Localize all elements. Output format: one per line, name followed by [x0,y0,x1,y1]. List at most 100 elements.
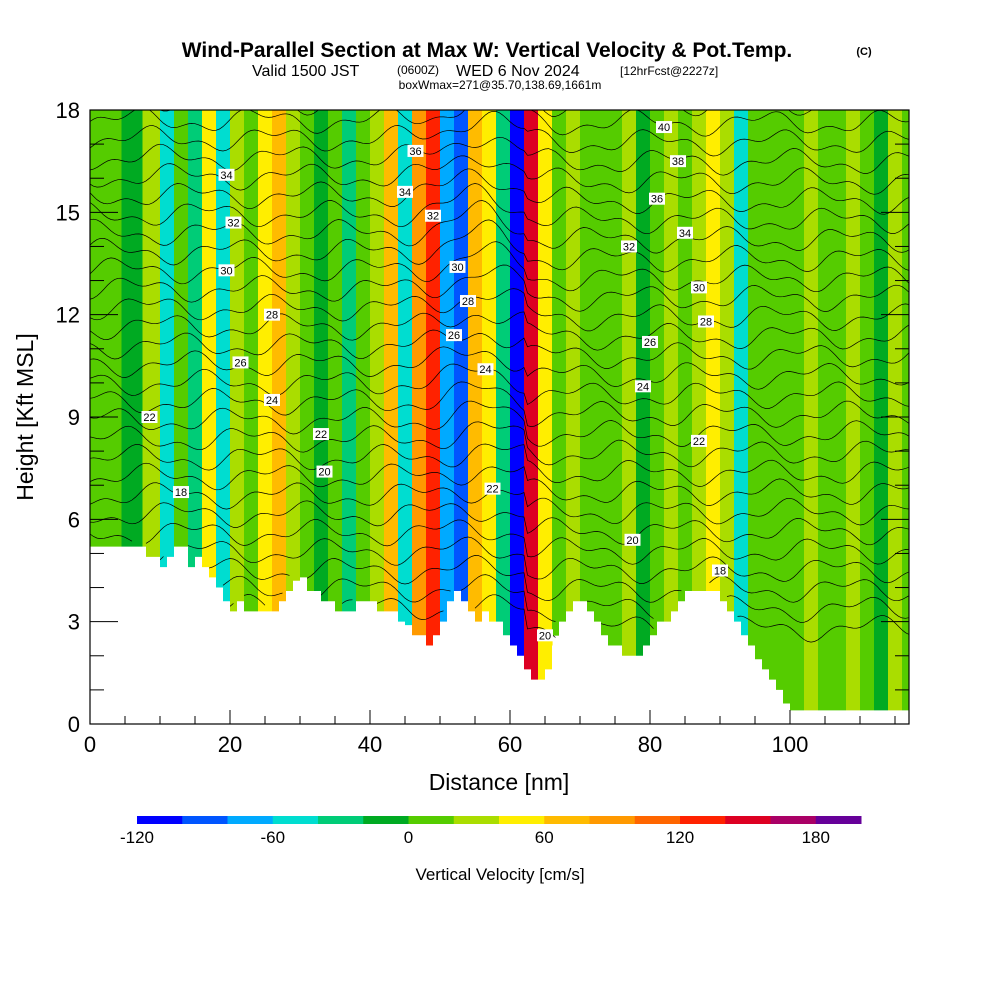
theta-label: 26 [448,330,460,342]
y-tick-label: 6 [68,507,80,532]
colorbar-tick-label: 120 [666,828,694,847]
velocity-cell [272,110,287,616]
theta-contour-line [90,462,909,506]
velocity-cell [762,110,777,694]
theta-label-bg [691,281,707,294]
colorbar-label: Vertical Velocity [cm/s] [415,865,584,884]
velocity-field [90,110,909,724]
x-tick-label: 40 [358,732,382,757]
velocity-cell [846,110,861,724]
theta-label: 28 [462,296,474,308]
colorbar-segment [137,816,183,824]
theta-contour-line [90,329,909,370]
velocity-cell [160,110,175,568]
theta-label: 28 [266,310,278,322]
theta-label: 32 [427,211,439,223]
theta-label-bg [677,226,693,239]
valid-time-prefix: Valid 1500 JST [252,63,360,80]
colorbar-segment [680,816,726,824]
velocity-cell [258,110,273,626]
velocity-cell [314,110,329,616]
colorbar-segment [499,816,545,824]
colorbar-tick-label: 60 [535,828,554,847]
theta-label: 22 [486,484,498,496]
theta-contour-line [90,346,909,390]
theta-contour-line [90,110,909,137]
theta-label-bg [537,629,553,642]
terrain-mask [90,546,909,724]
x-tick-label: 80 [638,732,662,757]
theta-contour-line [159,536,909,584]
box-info: boxWmax=271@35.70,138.69,1661m [399,78,602,92]
theta-label-bg [397,185,413,198]
colorbar-segment [634,816,681,824]
theta-label: 20 [318,467,330,479]
velocity-cell [678,110,693,605]
velocity-cell [286,110,301,595]
theta-label-bg [635,380,651,393]
theta-label: 34 [399,187,411,199]
colorbar-segment [770,816,817,824]
theta-label: 32 [227,218,239,230]
colorbar-segment [544,816,590,824]
y-tick-label: 3 [68,610,80,635]
theta-label: 30 [451,262,463,274]
theta-label-bg [649,192,665,205]
theta-contour-line [229,594,909,643]
theta-label-bg [407,144,424,157]
colorbar [137,816,862,824]
theta-label-bg [449,260,466,273]
theta-label: 24 [266,395,278,407]
velocity-cell [832,110,847,724]
theta-label-bg [642,335,658,348]
y-tick-label: 9 [68,405,80,430]
theta-label: 32 [623,241,635,253]
velocity-cell [790,110,805,724]
velocity-cell [594,110,609,650]
theta-label-bg [477,363,494,376]
theta-label-bg [425,209,441,222]
theta-label-bg [712,564,728,577]
velocity-cell [566,110,581,616]
theta-label: 28 [700,316,712,328]
theta-label-bg [656,121,672,134]
theta-label-bg [218,264,235,277]
theta-label-bg [698,315,714,328]
theta-contour-line [90,381,909,428]
velocity-cell [440,110,455,636]
theta-contour-labels: 34 32 30 28 26 24 22 22 20 18 36 34 32 30 28 26 24 22 20 40… [141,121,728,642]
theta-contour-line [222,574,909,623]
theta-label: 40 [658,122,670,134]
forecast-info: [12hrFcst@2227z] [620,64,718,78]
x-tick-label: 100 [772,732,809,757]
theta-label-bg [313,428,329,441]
velocity-cell [468,110,483,629]
theta-contour-line [90,363,909,409]
theta-label-bg [173,486,189,499]
theta-label: 24 [479,364,491,376]
theta-label-bg [460,295,476,308]
theta-label: 22 [315,429,327,441]
colorbar-segment [227,816,274,824]
velocity-cell [692,110,707,605]
x-tick-label: 60 [498,732,522,757]
velocity-cell [580,110,595,626]
theta-label-bg [264,308,280,321]
theta-label: 24 [637,381,649,393]
velocity-cell [538,110,553,684]
theta-label: 34 [220,170,232,182]
velocity-cell [720,110,735,626]
velocity-cell [510,110,525,670]
theta-label: 30 [693,282,705,294]
velocity-cell [328,110,343,626]
velocity-cell [454,110,469,609]
colorbar-segment [272,816,319,824]
velocity-cell [650,110,665,636]
colorbar-segment [589,816,636,824]
colorbar-segment [725,816,771,824]
velocity-cell [370,110,385,626]
theta-contour-line [90,311,909,351]
theta-label: 36 [409,146,421,158]
velocity-cell [90,110,123,561]
velocity-cell [734,110,749,650]
